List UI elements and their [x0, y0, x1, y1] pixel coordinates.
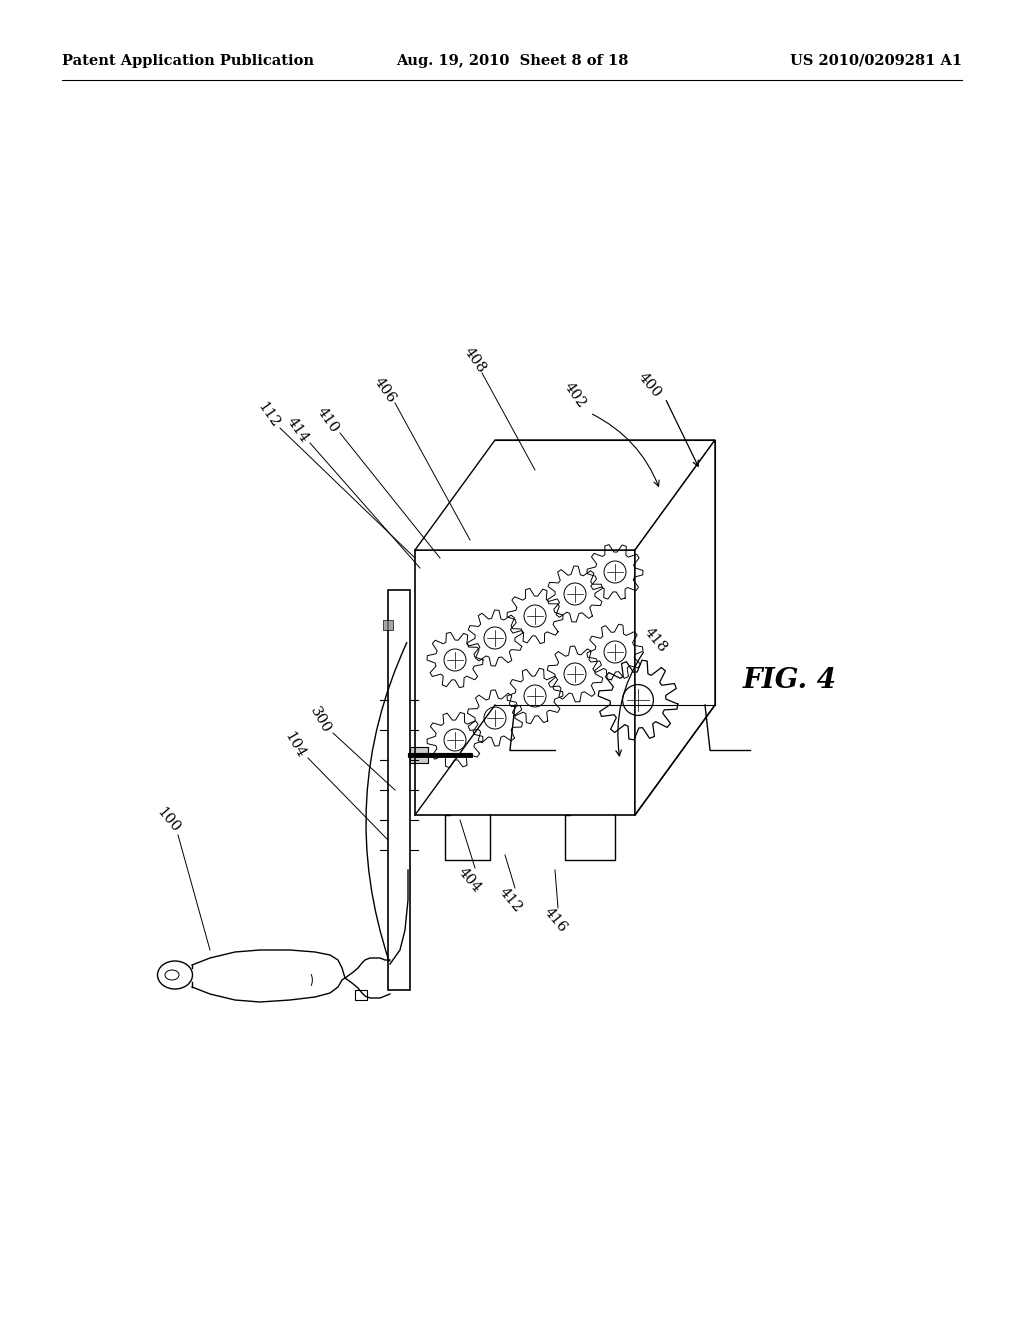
Text: 416: 416 [541, 906, 569, 935]
Text: 412: 412 [496, 884, 524, 915]
Text: 404: 404 [456, 865, 484, 895]
Text: 400: 400 [636, 370, 665, 400]
Bar [410, 747, 428, 763]
Text: 418: 418 [641, 624, 670, 655]
Text: 408: 408 [461, 345, 488, 375]
Text: US 2010/0209281 A1: US 2010/0209281 A1 [790, 54, 962, 69]
Text: Aug. 19, 2010  Sheet 8 of 18: Aug. 19, 2010 Sheet 8 of 18 [396, 54, 628, 69]
Text: 112: 112 [254, 400, 282, 430]
Bar [355, 990, 367, 1001]
Text: 100: 100 [154, 805, 182, 836]
Text: 104: 104 [282, 730, 308, 760]
Bar [383, 620, 393, 630]
Text: 410: 410 [314, 405, 342, 436]
Text: FIG. 4: FIG. 4 [743, 667, 837, 693]
Text: 300: 300 [307, 705, 333, 735]
Text: 414: 414 [285, 414, 311, 445]
Text: 402: 402 [561, 380, 589, 411]
Text: Patent Application Publication: Patent Application Publication [62, 54, 314, 69]
Polygon shape [635, 440, 715, 814]
Text: 406: 406 [372, 375, 398, 405]
Polygon shape [415, 440, 715, 550]
Bar [388, 590, 410, 990]
